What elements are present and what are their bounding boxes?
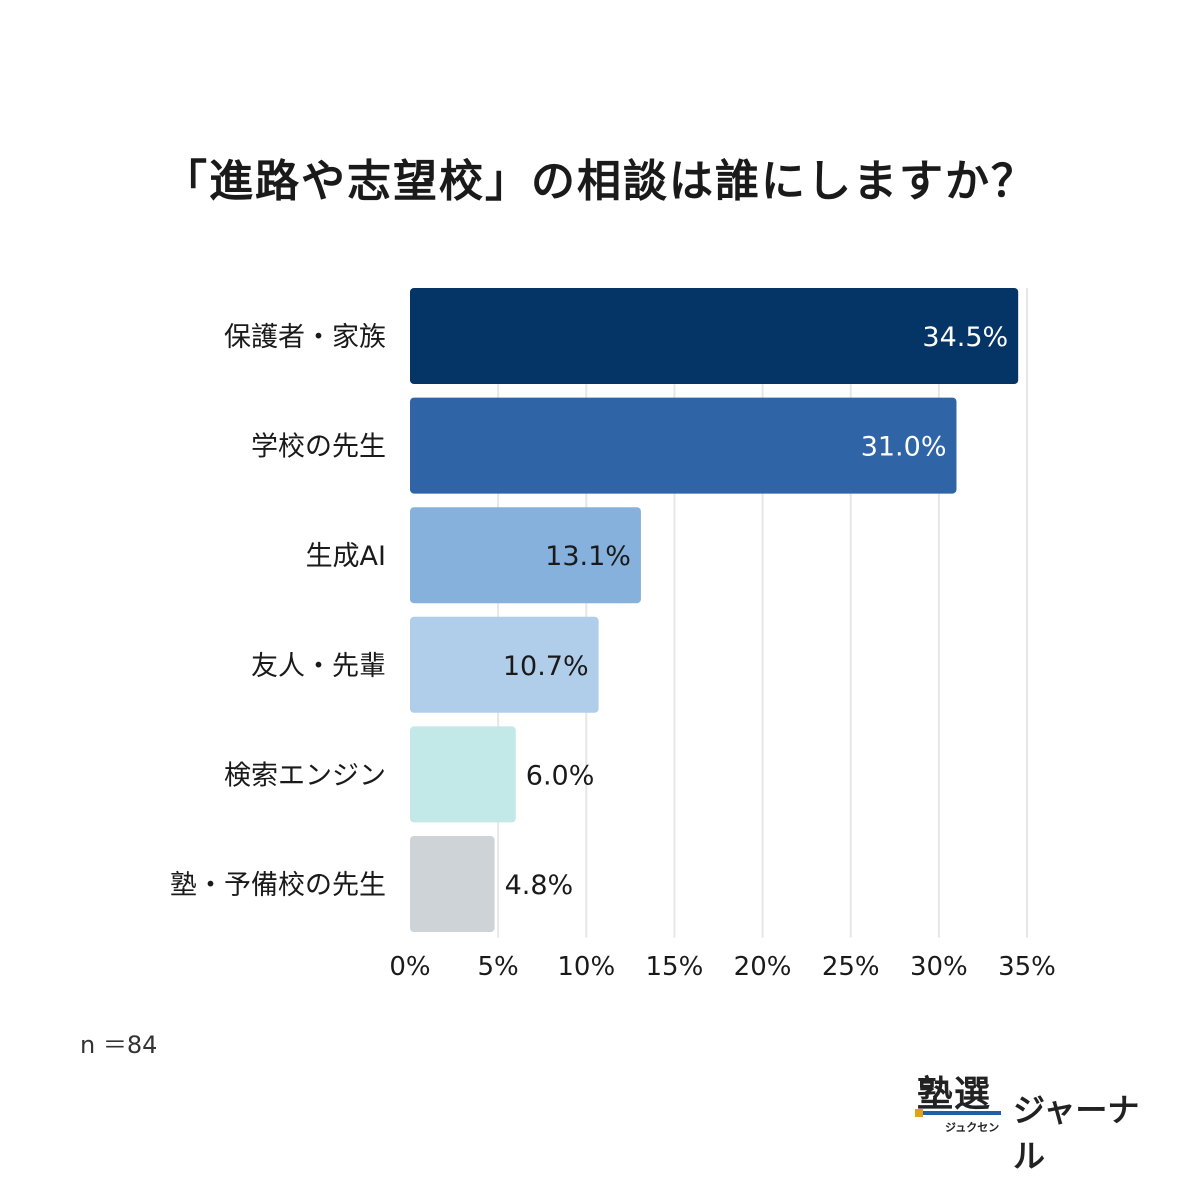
x-tick-label: 10% [557, 952, 615, 982]
x-tick-label: 20% [734, 952, 792, 982]
value-label: 34.5% [922, 322, 1008, 353]
value-label: 4.8% [505, 870, 574, 901]
logo-kanji: 塾選 [917, 1074, 992, 1115]
x-tick-label: 15% [646, 952, 704, 982]
value-labels: 34.5% 31.0% 13.1% 10.7% 6.0% 4.8% [503, 322, 1008, 901]
x-tick-label: 35% [998, 952, 1056, 982]
bar [410, 836, 495, 932]
category-label: 友人・先輩 [251, 651, 386, 682]
value-label: 31.0% [861, 432, 947, 463]
value-label: 10.7% [503, 651, 589, 682]
category-label: 学校の先生 [251, 432, 386, 463]
category-label: 生成AI [306, 541, 386, 572]
sample-size-note: n ＝84 [80, 1031, 158, 1059]
logo-journal: ジャーナル [1013, 1091, 1140, 1175]
value-label: 13.1% [545, 541, 631, 572]
x-tick-labels: 0% 5% 10% 15% 20% 25% 30% 35% [389, 952, 1056, 982]
bar [410, 397, 957, 494]
logo: 塾選 ジュクセン ジャーナル [915, 1065, 1155, 1175]
x-tick-label: 0% [389, 952, 430, 982]
chart-title: 「進路や志望校」の相談は誰にしますか？ [163, 156, 1037, 207]
logo-kana: ジュクセン [945, 1121, 1000, 1134]
bar [410, 288, 1019, 384]
logo-underline [921, 1111, 1001, 1115]
bars [410, 288, 1019, 932]
bar [410, 507, 641, 604]
x-tick-label: 25% [822, 952, 880, 982]
value-label: 6.0% [526, 760, 595, 791]
category-label: 保護者・家族 [224, 322, 386, 353]
category-label: 塾・予備校の先生 [170, 870, 386, 901]
gridlines [497, 288, 1028, 938]
bar [410, 726, 516, 823]
category-label: 検索エンジン [224, 760, 386, 791]
x-tick-label: 30% [910, 952, 968, 982]
bar [410, 616, 599, 713]
pencil-icon [915, 1109, 923, 1117]
x-tick-label: 5% [478, 952, 519, 982]
